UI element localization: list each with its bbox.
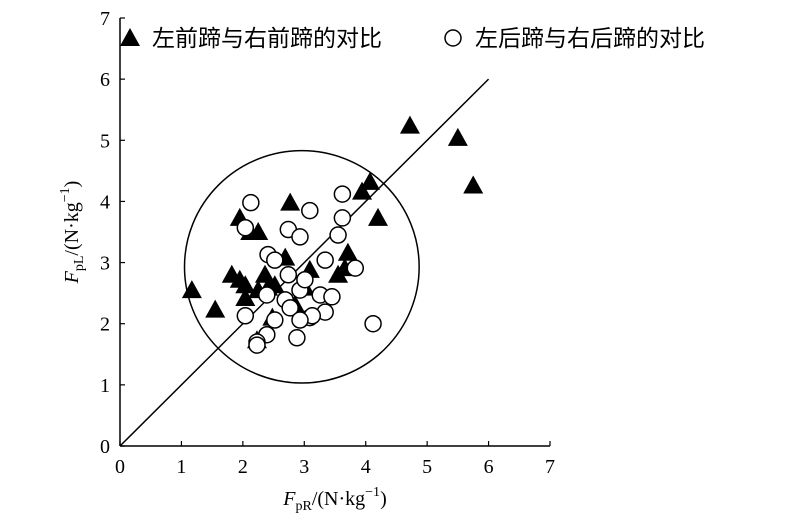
- triangle-marker: [254, 264, 275, 283]
- x-tick-label: 4: [361, 456, 371, 478]
- circle-marker: [333, 185, 352, 203]
- circle-marker: [281, 299, 299, 317]
- legend-label: 左前蹄与右前蹄的对比: [152, 26, 382, 52]
- y-label-close: ): [61, 181, 83, 188]
- y-tick-label: 5: [100, 130, 110, 152]
- x-tick-label: 7: [545, 456, 555, 478]
- y-tick-label: 1: [100, 375, 110, 397]
- legend-marker: [120, 28, 140, 46]
- legend-marker: [444, 29, 462, 47]
- triangle-marker: [337, 242, 358, 261]
- circle-marker: [291, 228, 309, 246]
- circle-marker: [346, 259, 365, 277]
- triangle-marker: [352, 181, 373, 200]
- triangle-marker: [463, 175, 484, 194]
- y-tick-label: 7: [100, 8, 110, 30]
- triangle-marker: [399, 115, 420, 134]
- circle-marker: [248, 336, 266, 354]
- circle-marker: [329, 226, 347, 244]
- x-label-base: F: [282, 488, 296, 510]
- y-label-base: F: [61, 270, 83, 284]
- triangle-marker: [368, 207, 388, 226]
- circle-marker: [242, 193, 260, 212]
- circle-marker: [236, 307, 255, 325]
- triangle-marker: [205, 299, 226, 318]
- circle-marker: [333, 209, 352, 227]
- x-tick-label: 6: [484, 456, 494, 478]
- y-tick-label: 6: [100, 69, 110, 91]
- legend-label: 左后蹄与右后蹄的对比: [475, 26, 705, 52]
- circle-marker: [266, 251, 284, 269]
- triangle-marker: [280, 192, 301, 211]
- y-axis-label: FpL/(N·kg−1): [58, 181, 87, 285]
- circle-marker: [316, 251, 334, 269]
- x-label-close: ): [380, 488, 387, 510]
- circle-marker: [288, 329, 306, 347]
- x-tick-label: 2: [238, 456, 248, 478]
- y-label-sub: pL: [72, 256, 87, 272]
- circle-marker: [296, 270, 314, 289]
- x-axis-label: FpR/(N·kg−1): [282, 485, 386, 514]
- circle-marker: [323, 288, 341, 306]
- circle-marker: [236, 218, 255, 237]
- y-tick-label: 4: [100, 191, 110, 213]
- y-label-unit: /(N·kg: [61, 202, 83, 255]
- triangle-marker: [235, 275, 256, 294]
- circle-marker: [301, 201, 319, 220]
- circle-marker: [258, 286, 276, 304]
- region-circle: [183, 149, 420, 384]
- circle-marker: [279, 266, 298, 284]
- x-tick-label: 0: [115, 456, 125, 478]
- x-label-sup: −1: [365, 485, 380, 500]
- triangle-marker: [181, 280, 202, 299]
- y-tick-label: 0: [100, 436, 110, 458]
- y-tick-label: 3: [100, 253, 110, 275]
- circle-marker: [266, 311, 284, 329]
- x-tick-label: 3: [299, 456, 309, 478]
- x-label-sub: pR: [295, 499, 312, 514]
- circle-marker: [364, 314, 382, 333]
- x-tick-label: 5: [422, 456, 432, 478]
- triangle-marker: [447, 127, 468, 146]
- circle-marker: [291, 311, 309, 329]
- triangle-marker: [360, 171, 381, 190]
- y-tick-label: 2: [100, 314, 110, 336]
- triangle-marker: [235, 288, 256, 307]
- x-label-unit: /(N·kg: [312, 488, 365, 510]
- x-tick-label: 1: [176, 456, 186, 478]
- y-label-sup: −1: [58, 187, 73, 202]
- triangle-marker: [248, 222, 269, 240]
- reference-line: [119, 78, 490, 447]
